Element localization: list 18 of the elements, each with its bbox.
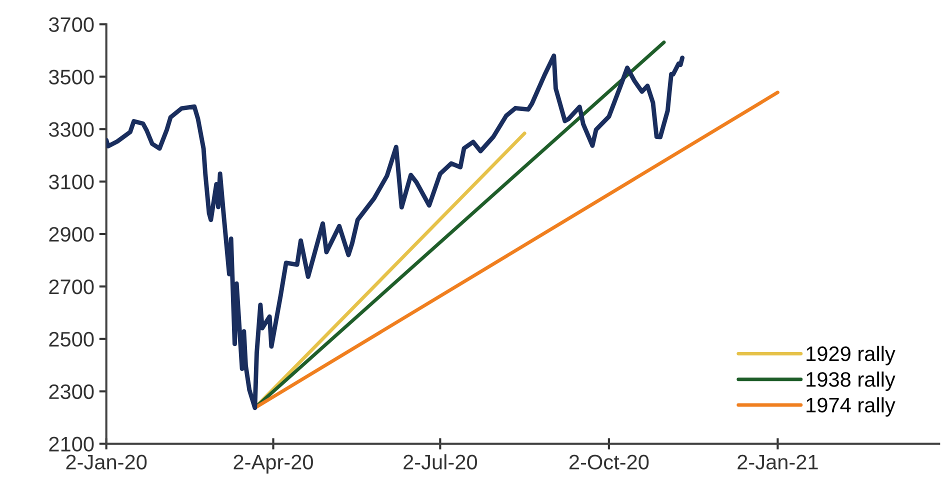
line-series (106, 53, 685, 410)
y-tick-label: 2500 (49, 332, 94, 347)
legend-label: 1938 rally (806, 372, 896, 391)
y-tick-label: 2100 (49, 436, 94, 452)
x-tick-label: 2-Oct-20 (569, 454, 649, 470)
y-tick-label: 2300 (49, 384, 94, 400)
legend-label: 1974 rally (806, 397, 896, 417)
y-tick-label: 2900 (49, 227, 94, 242)
y-tick-label: 3500 (48, 70, 94, 84)
y-tick-label: 3100 (48, 174, 94, 190)
y-tick-label: 2700 (49, 279, 94, 294)
y-tick-label: 3700 (48, 17, 94, 32)
x-tick-label: 2-Apr-20 (234, 454, 313, 474)
x-tick-label: 2-Jan-20 (66, 454, 147, 470)
x-tick-label: 2-Jan-21 (738, 454, 818, 470)
legend-label: 1929 rally (806, 346, 896, 366)
x-tick-label: 2-Jul-20 (404, 454, 477, 470)
y-tick-label: 3300 (48, 122, 94, 137)
